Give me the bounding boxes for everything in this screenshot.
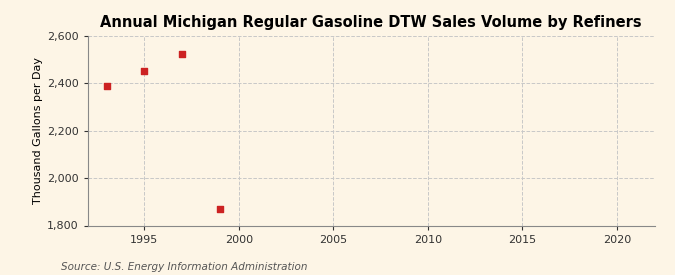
Point — [177, 51, 188, 56]
Y-axis label: Thousand Gallons per Day: Thousand Gallons per Day — [33, 57, 43, 204]
Point — [139, 69, 150, 73]
Point — [101, 83, 112, 88]
Title: Annual Michigan Regular Gasoline DTW Sales Volume by Refiners: Annual Michigan Regular Gasoline DTW Sal… — [101, 15, 642, 31]
Text: Source: U.S. Energy Information Administration: Source: U.S. Energy Information Administ… — [61, 262, 307, 272]
Point — [215, 207, 225, 211]
